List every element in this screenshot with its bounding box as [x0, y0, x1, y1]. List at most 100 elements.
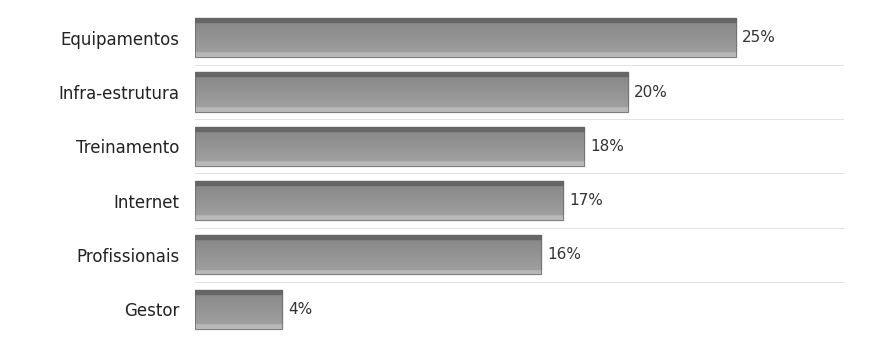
Bar: [195, 270, 541, 273]
Bar: [195, 32, 735, 34]
Bar: [195, 301, 281, 303]
Bar: [195, 195, 563, 197]
Bar: [195, 205, 563, 206]
Bar: [195, 259, 541, 261]
Text: 20%: 20%: [634, 85, 668, 99]
Bar: [195, 36, 735, 38]
Bar: [195, 144, 584, 146]
Bar: [195, 209, 563, 210]
Bar: [195, 127, 584, 166]
Bar: [195, 146, 584, 148]
Bar: [195, 162, 584, 164]
Text: 25%: 25%: [742, 30, 776, 45]
Bar: [195, 131, 584, 133]
Bar: [195, 96, 628, 98]
Bar: [195, 78, 628, 80]
Bar: [195, 55, 735, 57]
Bar: [195, 18, 735, 57]
Bar: [195, 313, 281, 315]
Bar: [195, 239, 541, 241]
Bar: [195, 235, 541, 237]
Bar: [195, 183, 563, 185]
Bar: [195, 185, 563, 187]
Bar: [195, 24, 735, 26]
Bar: [195, 290, 281, 292]
Bar: [195, 296, 281, 297]
Bar: [195, 94, 628, 96]
Bar: [195, 216, 563, 218]
Bar: [195, 202, 563, 205]
Bar: [195, 315, 281, 317]
Bar: [195, 257, 541, 259]
Bar: [195, 133, 584, 135]
Bar: [195, 86, 628, 88]
Bar: [195, 84, 628, 86]
Bar: [195, 73, 628, 74]
Bar: [195, 193, 563, 195]
Bar: [195, 255, 541, 257]
Bar: [195, 327, 281, 329]
Bar: [195, 98, 628, 100]
Bar: [195, 299, 281, 301]
Bar: [195, 249, 541, 251]
Bar: [195, 210, 563, 212]
Bar: [195, 323, 281, 325]
Bar: [195, 187, 563, 189]
Bar: [195, 303, 281, 305]
Bar: [195, 297, 281, 299]
Bar: [195, 261, 541, 263]
Text: 4%: 4%: [289, 302, 313, 317]
Bar: [195, 138, 584, 141]
Bar: [195, 243, 541, 245]
Bar: [195, 269, 541, 270]
Bar: [195, 160, 584, 162]
Bar: [195, 265, 541, 267]
Bar: [195, 142, 584, 144]
Bar: [195, 38, 735, 40]
Bar: [195, 40, 735, 42]
Bar: [195, 34, 735, 36]
Bar: [195, 247, 541, 249]
Bar: [195, 212, 563, 214]
Bar: [195, 53, 735, 55]
Bar: [195, 108, 628, 110]
Bar: [195, 104, 628, 106]
Bar: [195, 263, 541, 265]
Text: 18%: 18%: [591, 139, 624, 154]
Bar: [195, 106, 628, 108]
Bar: [195, 164, 584, 166]
Bar: [195, 42, 735, 44]
Bar: [195, 218, 563, 220]
Bar: [195, 321, 281, 323]
Bar: [195, 317, 281, 319]
Bar: [195, 129, 584, 131]
Bar: [195, 273, 541, 274]
Bar: [195, 80, 628, 82]
Bar: [195, 110, 628, 112]
Bar: [195, 253, 541, 255]
Bar: [195, 30, 735, 32]
Bar: [195, 307, 281, 309]
Bar: [195, 47, 735, 50]
Bar: [195, 197, 563, 199]
Bar: [195, 90, 628, 92]
Bar: [195, 319, 281, 321]
Bar: [195, 181, 563, 220]
Bar: [195, 20, 735, 22]
Bar: [195, 88, 628, 90]
Bar: [195, 235, 541, 274]
Bar: [195, 156, 584, 158]
Bar: [195, 135, 584, 137]
Bar: [195, 245, 541, 247]
Bar: [195, 251, 541, 253]
Bar: [195, 267, 541, 269]
Bar: [195, 74, 628, 76]
Bar: [195, 290, 281, 329]
Bar: [195, 82, 628, 84]
Bar: [195, 92, 628, 94]
Text: 17%: 17%: [569, 193, 603, 208]
Bar: [195, 154, 584, 156]
Bar: [195, 311, 281, 313]
Bar: [195, 18, 735, 20]
Bar: [195, 100, 628, 102]
